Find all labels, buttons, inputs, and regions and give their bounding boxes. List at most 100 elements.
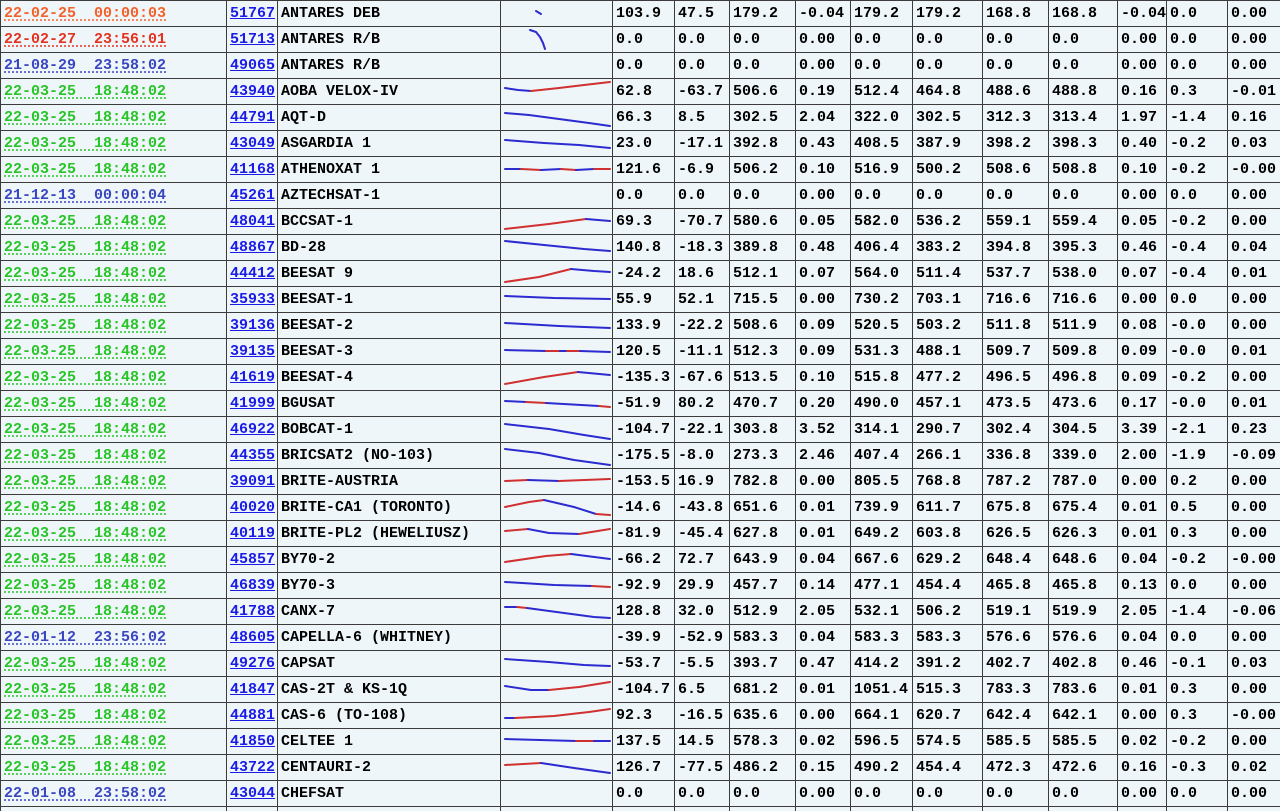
last-update-timestamp[interactable]: 22-03-25 18:48:02 bbox=[4, 421, 167, 438]
last-update-cell: 22-03-25 18:48:02 bbox=[0, 130, 227, 157]
last-update-timestamp[interactable]: 22-03-25 18:48:02 bbox=[4, 577, 167, 594]
table-row: 22-02-27 23:56:01 51713 ANTARES R/B 0.0 0.0 0… bbox=[0, 26, 1280, 53]
value-cell: 0.01 bbox=[795, 520, 851, 547]
norad-id-link[interactable]: 44355 bbox=[230, 447, 276, 464]
value-cell: 393.7 bbox=[729, 650, 796, 677]
satellite-name: AZTECHSAT-1 bbox=[277, 182, 501, 209]
last-update-timestamp[interactable]: 22-03-25 18:48:02 bbox=[4, 213, 167, 230]
norad-id-link[interactable]: 48041 bbox=[230, 213, 276, 230]
norad-id-link[interactable]: 41999 bbox=[230, 395, 276, 412]
norad-id-link[interactable]: 35933 bbox=[230, 291, 276, 308]
value-cell: 0.0 bbox=[1166, 52, 1228, 79]
table-row: 22-03-25 18:48:02 35933 BEESAT-1 55.9 52.1 71… bbox=[0, 286, 1280, 313]
last-update-timestamp[interactable]: 21-08-29 23:58:02 bbox=[4, 57, 167, 74]
value-cell: -0.2 bbox=[1166, 364, 1228, 391]
last-update-timestamp[interactable]: 22-03-25 18:48:02 bbox=[4, 135, 167, 152]
norad-id-link[interactable]: 51713 bbox=[230, 31, 276, 48]
norad-id-link[interactable]: 49065 bbox=[230, 57, 276, 74]
norad-id-link[interactable]: 43044 bbox=[230, 785, 276, 802]
norad-id-link[interactable]: 46922 bbox=[230, 421, 276, 438]
norad-id-link[interactable]: 40119 bbox=[230, 525, 276, 542]
table-row: 21-12-13 00:00:04 45261 AZTECHSAT-1 0.0 0.0 0… bbox=[0, 182, 1280, 209]
value-cell: 0.3 bbox=[1166, 78, 1228, 105]
last-update-timestamp[interactable]: 22-03-25 18:48:02 bbox=[4, 161, 167, 178]
norad-id-link[interactable]: 41850 bbox=[230, 733, 276, 750]
last-update-timestamp[interactable]: 22-03-25 18:48:02 bbox=[4, 343, 167, 360]
value-cell: 500.2 bbox=[912, 156, 983, 183]
table-row: 22-03-25 18:48:02 41619 BEESAT-4 -135.3 -67.… bbox=[0, 364, 1280, 391]
value-cell: 603.8 bbox=[912, 520, 983, 547]
norad-id-cell: 41168 bbox=[226, 156, 278, 183]
norad-id-link[interactable]: 44412 bbox=[230, 265, 276, 282]
value-cell: 0.07 bbox=[1117, 260, 1167, 287]
last-update-timestamp[interactable]: 22-01-08 23:58:02 bbox=[4, 785, 167, 802]
norad-id-link[interactable]: 44881 bbox=[230, 707, 276, 724]
last-update-timestamp[interactable]: 22-03-25 18:48:02 bbox=[4, 239, 167, 256]
last-update-timestamp[interactable]: 22-03-25 18:48:02 bbox=[4, 525, 167, 542]
norad-id-link[interactable]: 48605 bbox=[230, 629, 276, 646]
last-update-timestamp[interactable]: 22-03-25 18:48:02 bbox=[4, 395, 167, 412]
last-update-timestamp[interactable]: 22-03-25 18:48:02 bbox=[4, 655, 167, 672]
norad-id-link[interactable]: 49276 bbox=[230, 655, 276, 672]
norad-id-link[interactable]: 39136 bbox=[230, 317, 276, 334]
value-cell: 302.5 bbox=[912, 104, 983, 131]
norad-id-link[interactable]: 43049 bbox=[230, 135, 276, 152]
last-update-timestamp[interactable]: 22-01-12 23:56:02 bbox=[4, 629, 167, 646]
norad-id-link[interactable]: 41168 bbox=[230, 161, 276, 178]
trend-sparkline bbox=[504, 606, 611, 619]
norad-id-link[interactable]: 46839 bbox=[230, 577, 276, 594]
trend-sparkline bbox=[504, 762, 611, 774]
value-cell: 583.3 bbox=[729, 624, 796, 651]
norad-id-link[interactable]: 51767 bbox=[230, 5, 276, 22]
norad-id-link[interactable]: 41847 bbox=[230, 681, 276, 698]
norad-id-cell: 43044 bbox=[226, 780, 278, 807]
last-update-timestamp[interactable]: 22-03-25 18:48:02 bbox=[4, 603, 167, 620]
norad-id-link[interactable]: 43940 bbox=[230, 83, 276, 100]
norad-id-link[interactable]: 43722 bbox=[230, 759, 276, 776]
norad-id-link[interactable]: 40020 bbox=[230, 499, 276, 516]
last-update-timestamp[interactable]: 22-02-27 23:56:01 bbox=[4, 31, 167, 48]
value-cell: 126.7 bbox=[612, 754, 675, 781]
last-update-timestamp[interactable]: 22-03-25 18:48:02 bbox=[4, 499, 167, 516]
last-update-timestamp[interactable]: 22-03-25 18:48:02 bbox=[4, 265, 167, 282]
value-cell: 0.0 bbox=[850, 52, 913, 79]
norad-id-cell: 48867 bbox=[226, 234, 278, 261]
norad-id-link[interactable]: 39091 bbox=[230, 473, 276, 490]
norad-id-link[interactable]: 45261 bbox=[230, 187, 276, 204]
value-cell: -63.7 bbox=[674, 78, 730, 105]
last-update-timestamp[interactable]: 22-03-25 18:48:02 bbox=[4, 109, 167, 126]
last-update-timestamp[interactable]: 22-03-25 18:48:02 bbox=[4, 707, 167, 724]
value-cell: 0.07 bbox=[795, 260, 851, 287]
last-update-timestamp[interactable]: 22-03-25 18:48:02 bbox=[4, 369, 167, 386]
norad-id-link[interactable]: 44791 bbox=[230, 109, 276, 126]
value-cell: 512.9 bbox=[729, 598, 796, 625]
last-update-timestamp[interactable]: 22-03-25 18:48:02 bbox=[4, 681, 167, 698]
last-update-timestamp[interactable]: 22-03-25 18:48:02 bbox=[4, 447, 167, 464]
norad-id-link[interactable]: 39135 bbox=[230, 343, 276, 360]
last-update-timestamp[interactable]: 22-03-25 18:48:02 bbox=[4, 317, 167, 334]
last-update-timestamp[interactable]: 22-03-25 18:48:02 bbox=[4, 733, 167, 750]
norad-id-link[interactable]: 41619 bbox=[230, 369, 276, 386]
norad-id-link[interactable]: 45857 bbox=[230, 551, 276, 568]
last-update-timestamp[interactable]: 22-03-25 18:48:02 bbox=[4, 473, 167, 490]
norad-id-cell: 41850 bbox=[226, 728, 278, 755]
last-update-timestamp[interactable]: 22-03-25 18:48:02 bbox=[4, 83, 167, 100]
norad-id-link[interactable]: 41788 bbox=[230, 603, 276, 620]
table-row: 22-03-25 18:48:02 39136 BEESAT-2 133.9 -22.2… bbox=[0, 312, 1280, 339]
value-cell: -104.7 bbox=[612, 416, 675, 443]
value-cell: 0.0 bbox=[674, 182, 730, 209]
norad-id-link[interactable]: 48867 bbox=[230, 239, 276, 256]
last-update-timestamp[interactable]: 22-02-25 00:00:03 bbox=[4, 5, 167, 22]
value-cell: 1051.4 bbox=[850, 676, 913, 703]
trend-sparkline-cell bbox=[500, 364, 613, 391]
value-cell: 0.00 bbox=[1227, 286, 1280, 313]
value-cell: -6.9 bbox=[674, 156, 730, 183]
trend-sparkline-cell bbox=[500, 546, 613, 573]
value-cell: 0.00 bbox=[795, 286, 851, 313]
last-update-timestamp[interactable]: 22-03-25 18:48:02 bbox=[4, 551, 167, 568]
last-update-timestamp[interactable]: 22-03-25 18:48:02 bbox=[4, 291, 167, 308]
last-update-timestamp[interactable]: 22-03-25 18:48:02 bbox=[4, 759, 167, 776]
last-update-timestamp[interactable]: 21-12-13 00:00:04 bbox=[4, 187, 167, 204]
trend-sparkline bbox=[504, 625, 612, 650]
value-cell: 0.04 bbox=[795, 546, 851, 573]
